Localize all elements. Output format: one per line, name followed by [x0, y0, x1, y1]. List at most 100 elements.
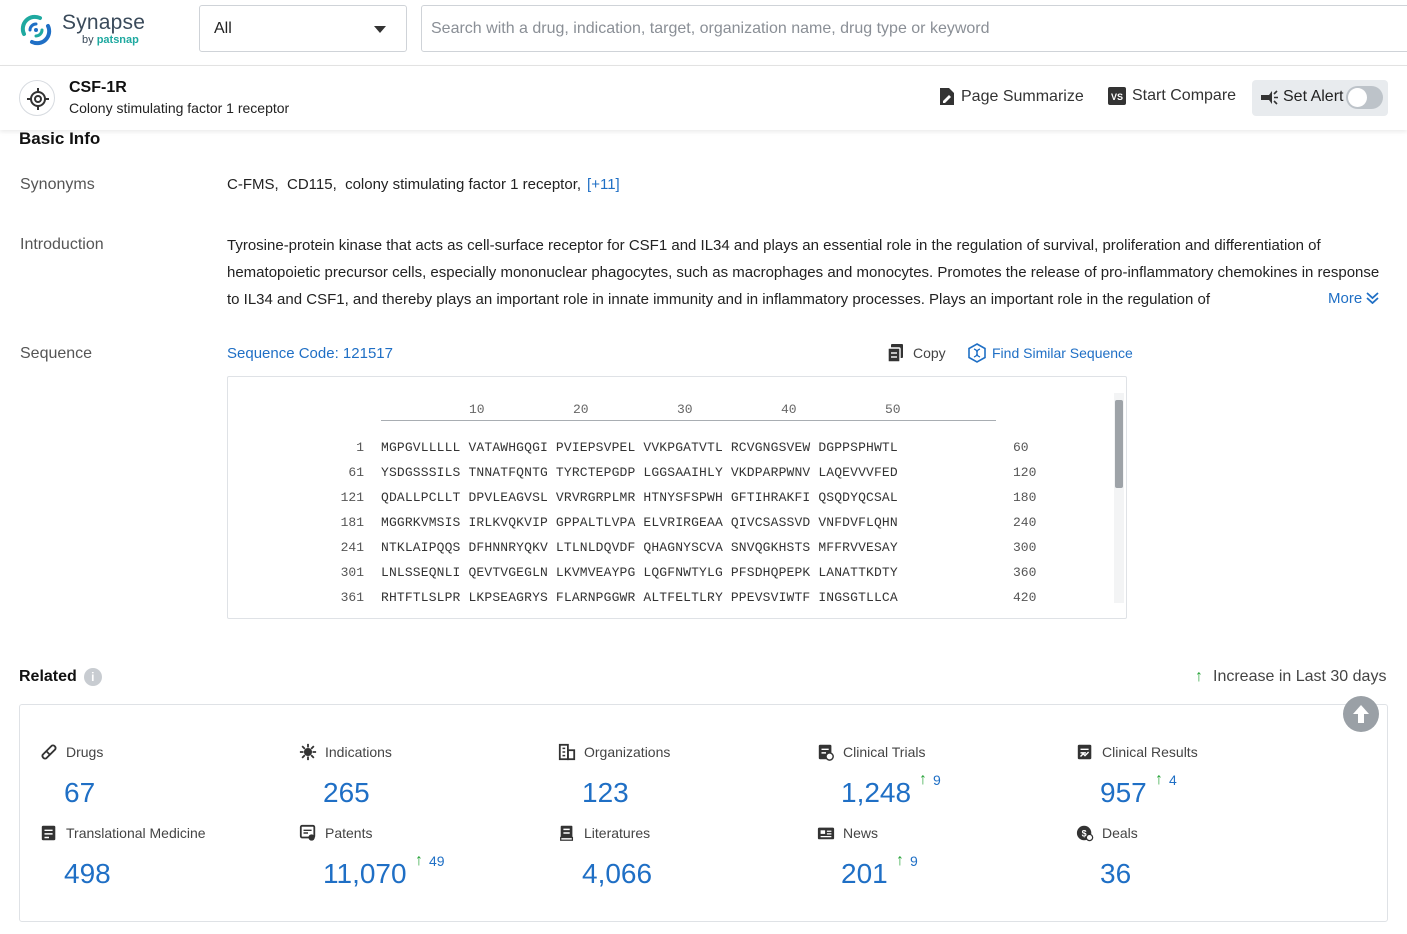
sequence-row-residues: NTKLAIPQQS DFHNNRYQKV LTLNLDQVDF QHAGNYS…	[381, 540, 898, 555]
stat-label: Drugs	[66, 744, 103, 760]
similar-sequence-icon	[967, 343, 987, 363]
basic-info-title: Basic Info	[19, 129, 100, 149]
sequence-row-residues: RHTFTLSLPR LKPSEAGRYS FLARNPGGWR ALTFELT…	[381, 590, 898, 605]
stat-header: Indications	[299, 743, 549, 761]
stat-deals[interactable]: $ Deals 36	[1076, 824, 1326, 894]
stat-news[interactable]: News 201 ↑9	[817, 824, 1067, 894]
stat-header: Organizations	[558, 743, 808, 761]
stat-header: News	[817, 824, 1067, 842]
app-by: by patsnap	[82, 34, 139, 46]
stat-value: 498	[64, 858, 111, 890]
set-alert-toggle[interactable]	[1346, 86, 1383, 109]
sequence-row-residues: MGGRKVMSIS IRLKVQKVIP GPPALTLVPA ELVRIRG…	[381, 515, 898, 530]
ruler-tick-label: 50	[885, 402, 901, 417]
introduction-more-button[interactable]: More	[1310, 286, 1390, 312]
stat-label: Indications	[325, 744, 392, 760]
stat-label: Patents	[325, 825, 372, 841]
introduction-label: Introduction	[20, 236, 104, 254]
stat-clinical-results[interactable]: Clinical Results957↑4	[1076, 743, 1326, 813]
page-summarize-button[interactable]: Page Summarize	[939, 87, 1084, 106]
stat-header: Drugs	[40, 743, 290, 761]
app-name: Synapse	[62, 11, 145, 35]
sequence-row-start: 61	[228, 465, 364, 480]
stat-increase-value: 9	[933, 772, 941, 788]
stat-value: 1,248	[841, 777, 911, 809]
book-icon	[558, 824, 576, 842]
sequence-row-residues: LNLSSEQNLI QEVTVGEGLN LKVMVEAYPG LQGFNWT…	[381, 565, 898, 580]
document-edit-icon	[939, 87, 955, 106]
stat-translational-medicine[interactable]: Translational Medicine 498	[40, 824, 290, 894]
sequence-code-link[interactable]: Sequence Code: 121517	[227, 345, 393, 362]
sequence-row-start: 1	[228, 440, 364, 455]
stat-drugs[interactable]: Drugs 67	[40, 743, 290, 813]
caret-down-icon	[374, 26, 386, 33]
increase-arrow-icon: ↑	[415, 852, 423, 870]
sequence-row-start: 241	[228, 540, 364, 555]
stat-label: Translational Medicine	[66, 825, 206, 841]
sequence-row-residues: QDALLPCLLT DPVLEAGVSL VRVRGRPLMR HTNYSFS…	[381, 490, 898, 505]
ruler-tick-label: 40	[781, 402, 797, 417]
sequence-row-end: 240	[1013, 515, 1036, 530]
sequence-row-residues: MGPGVLLLLL VATAWHGQGI PVIEPSVPEL VVKPGAT…	[381, 440, 898, 455]
sequence-row-end: 180	[1013, 490, 1036, 505]
stat-value: 265	[323, 777, 370, 809]
synapse-logo-icon	[18, 12, 54, 48]
sequence-viewer[interactable]: 1020304050 1MGPGVLLLLL VATAWHGQGI PVIEPS…	[227, 376, 1127, 619]
stat-header: Patents	[299, 824, 549, 842]
find-similar-label: Find Similar Sequence	[992, 345, 1133, 361]
scroll-to-top-button[interactable]	[1343, 696, 1379, 732]
introduction-text: Tyrosine-protein kinase that acts as cel…	[227, 232, 1387, 313]
stat-value: 36	[1100, 858, 1131, 890]
page-title: CSF-1R	[69, 79, 127, 97]
ruler-tick-label: 10	[469, 402, 485, 417]
ruler-tick-label: 30	[677, 402, 693, 417]
alert-bell-icon	[1260, 89, 1278, 106]
clipboard-icon	[817, 743, 835, 761]
increase-legend: ↑ Increase in Last 30 days	[1195, 668, 1386, 686]
pill-icon	[40, 743, 58, 761]
stat-label: Literatures	[584, 825, 650, 841]
stat-increase: ↑ 49	[415, 852, 445, 870]
set-alert-button[interactable]: Set Alert	[1252, 80, 1388, 116]
patent-icon	[299, 824, 317, 842]
stat-header: Translational Medicine	[40, 824, 290, 842]
synonyms-more-link[interactable]: [+11]	[587, 176, 620, 193]
stat-increase: ↑9	[896, 852, 918, 870]
increase-arrow-icon: ↑	[1195, 668, 1203, 686]
sequence-scrollbar-thumb[interactable]	[1115, 400, 1123, 488]
stat-header: Clinical Results	[1076, 743, 1326, 761]
stat-value: 67	[64, 777, 95, 809]
building-icon	[558, 743, 576, 761]
deal-icon: $	[1076, 824, 1094, 842]
stat-organizations[interactable]: Organizations123	[558, 743, 808, 813]
sequence-row-start: 181	[228, 515, 364, 530]
related-title: Related i	[19, 668, 102, 686]
medicine-doc-icon	[40, 824, 58, 842]
stat-patents[interactable]: Patents11,070↑49	[299, 824, 549, 894]
stat-increase-value: 49	[429, 853, 445, 869]
top-bar: Synapse by patsnap All	[0, 0, 1407, 66]
search-scope-select[interactable]: All	[199, 5, 407, 52]
stat-label: Clinical Results	[1102, 744, 1198, 760]
stat-increase-value: 9	[910, 853, 918, 869]
increase-label: Increase in Last 30 days	[1213, 668, 1386, 686]
find-similar-sequence-button[interactable]: Find Similar Sequence	[967, 343, 1133, 363]
stat-value: 201	[841, 858, 888, 890]
news-icon	[817, 824, 835, 842]
info-icon[interactable]: i	[84, 668, 102, 686]
svg-text:VS: VS	[1111, 92, 1123, 102]
stat-literatures[interactable]: Literatures4,066	[558, 824, 808, 894]
arrow-up-icon	[1343, 696, 1379, 732]
sequence-row-start: 121	[228, 490, 364, 505]
search-input[interactable]	[421, 5, 1407, 52]
stat-label: Deals	[1102, 825, 1138, 841]
sequence-row-end: 120	[1013, 465, 1036, 480]
stat-clinical-trials[interactable]: Clinical Trials1,248↑9	[817, 743, 1067, 813]
start-compare-button[interactable]: VS Start Compare	[1108, 87, 1236, 105]
set-alert-label: Set Alert	[1283, 88, 1343, 106]
stat-label: Organizations	[584, 744, 670, 760]
sequence-row-start: 361	[228, 590, 364, 605]
stat-indications[interactable]: Indications 265	[299, 743, 549, 813]
copy-sequence-button[interactable]: Copy	[886, 343, 946, 363]
synapse-logo[interactable]: Synapse by patsnap	[18, 10, 158, 50]
